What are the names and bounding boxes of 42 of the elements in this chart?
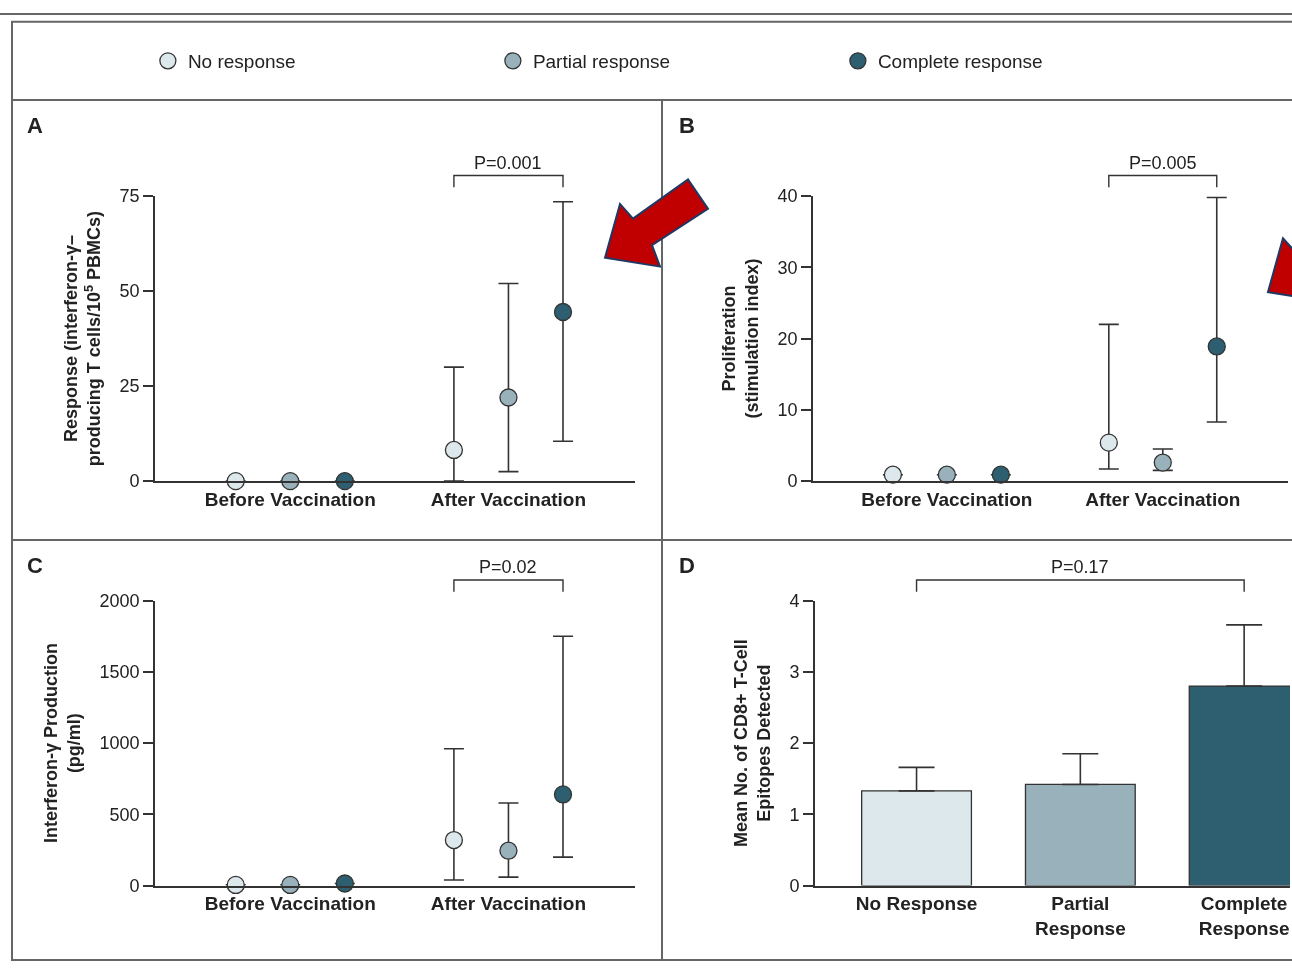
text: P=0.17 [1051,557,1109,577]
y-tick-label: 0 [789,875,800,896]
y-axis-title: Interferon-γ Production (pg/ml) [40,643,85,844]
x-tick-label: Before Vaccination [861,488,1033,510]
x-tick-label: After Vaccination [430,488,587,510]
x-tick-label: Before Vaccination [204,893,376,915]
chart-title: D [679,553,695,578]
y-tick-label: 0 [129,471,140,492]
legend-label: No response [187,51,296,73]
y-tick-label: 10 [777,400,798,421]
y-axis-title: Mean No. of CD8+ T-Cell Epitopes Detected [730,639,775,847]
y-tick-label: 75 [119,186,140,207]
y-tick-label: 50 [119,281,140,302]
y-tick-label: 2 [789,733,800,754]
chart-title: C [27,553,43,578]
x-tick-label: After Vaccination [1085,488,1241,510]
y-tick-label: 2000 [99,590,140,611]
legend-label: Partial response [532,51,671,73]
x-tick-label: No Response [855,893,978,915]
text: P=0.001 [474,153,542,173]
chart-title: B [679,113,695,138]
y-tick-label: 1500 [99,662,140,683]
x-tick-label: Before Vaccination [204,488,376,510]
x-tick-label: Partial Response [1034,893,1126,939]
y-tick-label: 0 [129,875,140,896]
y-tick-label: 40 [777,186,798,207]
y-tick-label: 0 [787,471,798,492]
x-tick-label: After Vaccination [430,893,587,915]
y-tick-label: 20 [777,328,798,349]
y-tick-label: 1 [789,804,800,825]
y-tick-label: 500 [109,804,140,825]
text: P=0.02 [479,557,537,577]
y-tick-label: 25 [119,376,140,397]
y-tick-label: 3 [789,662,800,683]
legend-label: Complete response [877,51,1043,73]
y-tick-label: 1000 [99,733,140,754]
y-tick-label: 30 [777,257,798,278]
x-tick-label: Complete Response [1198,893,1290,939]
text: P=0.005 [1129,153,1197,173]
y-axis-title: Proliferation (stimulation index) [718,258,763,419]
chart-title: A [27,113,43,138]
y-tick-label: 4 [789,590,800,611]
